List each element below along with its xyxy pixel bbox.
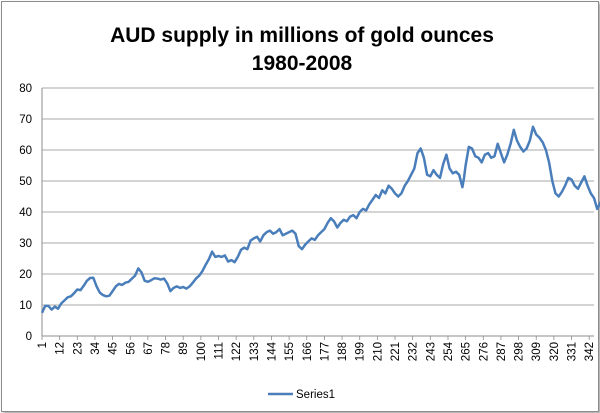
y-tick-label-40: 40 bbox=[19, 207, 32, 219]
x-tick-label-254: 254 bbox=[443, 341, 455, 361]
x-tick-label-144: 144 bbox=[266, 341, 278, 361]
axes bbox=[41, 88, 594, 340]
y-tick-label-10: 10 bbox=[19, 300, 32, 312]
x-tick-label-100: 100 bbox=[196, 342, 208, 361]
x-tick-label-23: 23 bbox=[72, 342, 84, 355]
x-tick-label-1: 1 bbox=[37, 342, 49, 348]
x-tick-label-210: 210 bbox=[372, 342, 384, 361]
x-tick-label-155: 155 bbox=[284, 342, 296, 361]
y-tick-label-50: 50 bbox=[19, 176, 32, 188]
x-tick-label-342: 342 bbox=[584, 342, 596, 361]
x-tick-label-122: 122 bbox=[231, 342, 243, 361]
x-tick-label-331: 331 bbox=[567, 342, 579, 361]
x-tick-label-89: 89 bbox=[178, 342, 190, 355]
x-tick-label-67: 67 bbox=[143, 342, 155, 355]
y-tick-label-20: 20 bbox=[19, 269, 32, 281]
x-tick-label-133: 133 bbox=[249, 342, 261, 361]
x-tick-label-298: 298 bbox=[514, 342, 526, 361]
x-tick-label-34: 34 bbox=[90, 341, 102, 354]
series-line-series1 bbox=[40, 125, 600, 314]
x-tick-label-45: 45 bbox=[108, 342, 120, 355]
x-tick-label-177: 177 bbox=[319, 342, 331, 361]
chart-title-line-2: 1980-2008 bbox=[252, 52, 353, 75]
x-tick-label-309: 309 bbox=[531, 342, 543, 361]
x-tick-label-12: 12 bbox=[55, 342, 67, 355]
x-axis-tick-labels: 1 12 23 34 45 56 67 78 89 100 111 122 133 144 155 166 17… bbox=[37, 341, 596, 361]
x-tick-label-199: 199 bbox=[355, 342, 367, 361]
x-tick-label-265: 265 bbox=[461, 342, 473, 361]
x-tick-label-320: 320 bbox=[549, 342, 561, 361]
series-layer bbox=[40, 125, 600, 314]
y-tick-label-70: 70 bbox=[19, 114, 32, 126]
x-tick-label-166: 166 bbox=[302, 342, 314, 361]
gridlines bbox=[42, 87, 594, 306]
y-tick-label-30: 30 bbox=[19, 238, 32, 250]
x-tick-label-56: 56 bbox=[125, 342, 137, 355]
x-tick-label-221: 221 bbox=[390, 342, 402, 361]
x-tick-label-287: 287 bbox=[496, 342, 508, 361]
y-tick-label-80: 80 bbox=[19, 83, 32, 95]
y-axis-tick-labels: 0 10 20 30 40 50 60 70 80 bbox=[19, 83, 32, 343]
x-tick-label-188: 188 bbox=[337, 342, 349, 361]
legend-label-series1: Series1 bbox=[296, 389, 335, 401]
chart-title-line-1: AUD supply in millions of gold ounces bbox=[110, 24, 494, 47]
x-tick-label-243: 243 bbox=[425, 342, 437, 361]
y-tick-label-60: 60 bbox=[19, 145, 32, 157]
legend: Series1 bbox=[268, 389, 335, 401]
x-tick-label-276: 276 bbox=[478, 342, 490, 361]
x-tick-label-78: 78 bbox=[161, 342, 173, 355]
x-tick-label-232: 232 bbox=[408, 342, 420, 361]
y-tick-label-0: 0 bbox=[26, 331, 32, 343]
x-tick-label-111: 111 bbox=[214, 342, 226, 359]
